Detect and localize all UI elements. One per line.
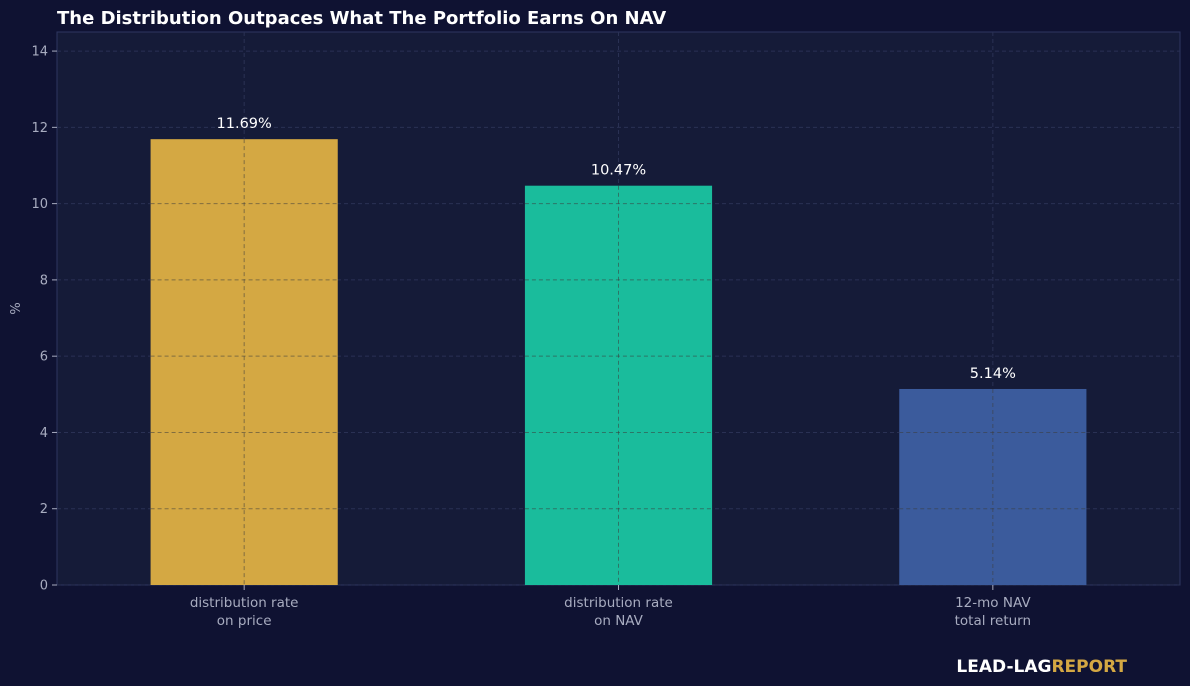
brand-part-lead-lag: LEAD-LAG [956, 657, 1051, 677]
y-axis: 0 2 4 6 8 10 12 14 [31, 45, 57, 594]
y-tick-label: 4 [40, 426, 48, 441]
y-tick-label: 8 [40, 273, 48, 288]
y-tick-label: 6 [40, 350, 48, 365]
y-tick-label: 12 [31, 121, 48, 136]
data-label: 11.69% [217, 116, 272, 132]
bar-grid-overlay [150, 139, 1087, 585]
brand-part-report: REPORT [1051, 657, 1127, 677]
x-tick-label: distribution rate on price [190, 595, 299, 629]
data-label: 10.47% [591, 163, 646, 179]
x-axis: distribution rate on price distribution ra… [190, 585, 1031, 629]
x-tick-label: 12-mo NAV total return [955, 595, 1032, 629]
brand-logo: LEAD-LAGREPORT [956, 657, 1127, 677]
y-tick-label: 14 [31, 45, 48, 60]
data-label: 5.14% [970, 366, 1016, 382]
chart-title: The Distribution Outpaces What The Portf… [57, 8, 666, 29]
y-axis-label: % [9, 302, 24, 314]
y-tick-label: 10 [31, 197, 48, 212]
y-tick-label: 2 [40, 502, 48, 517]
x-tick-label: distribution rate on NAV [564, 595, 673, 629]
y-tick-label: 0 [40, 579, 48, 594]
